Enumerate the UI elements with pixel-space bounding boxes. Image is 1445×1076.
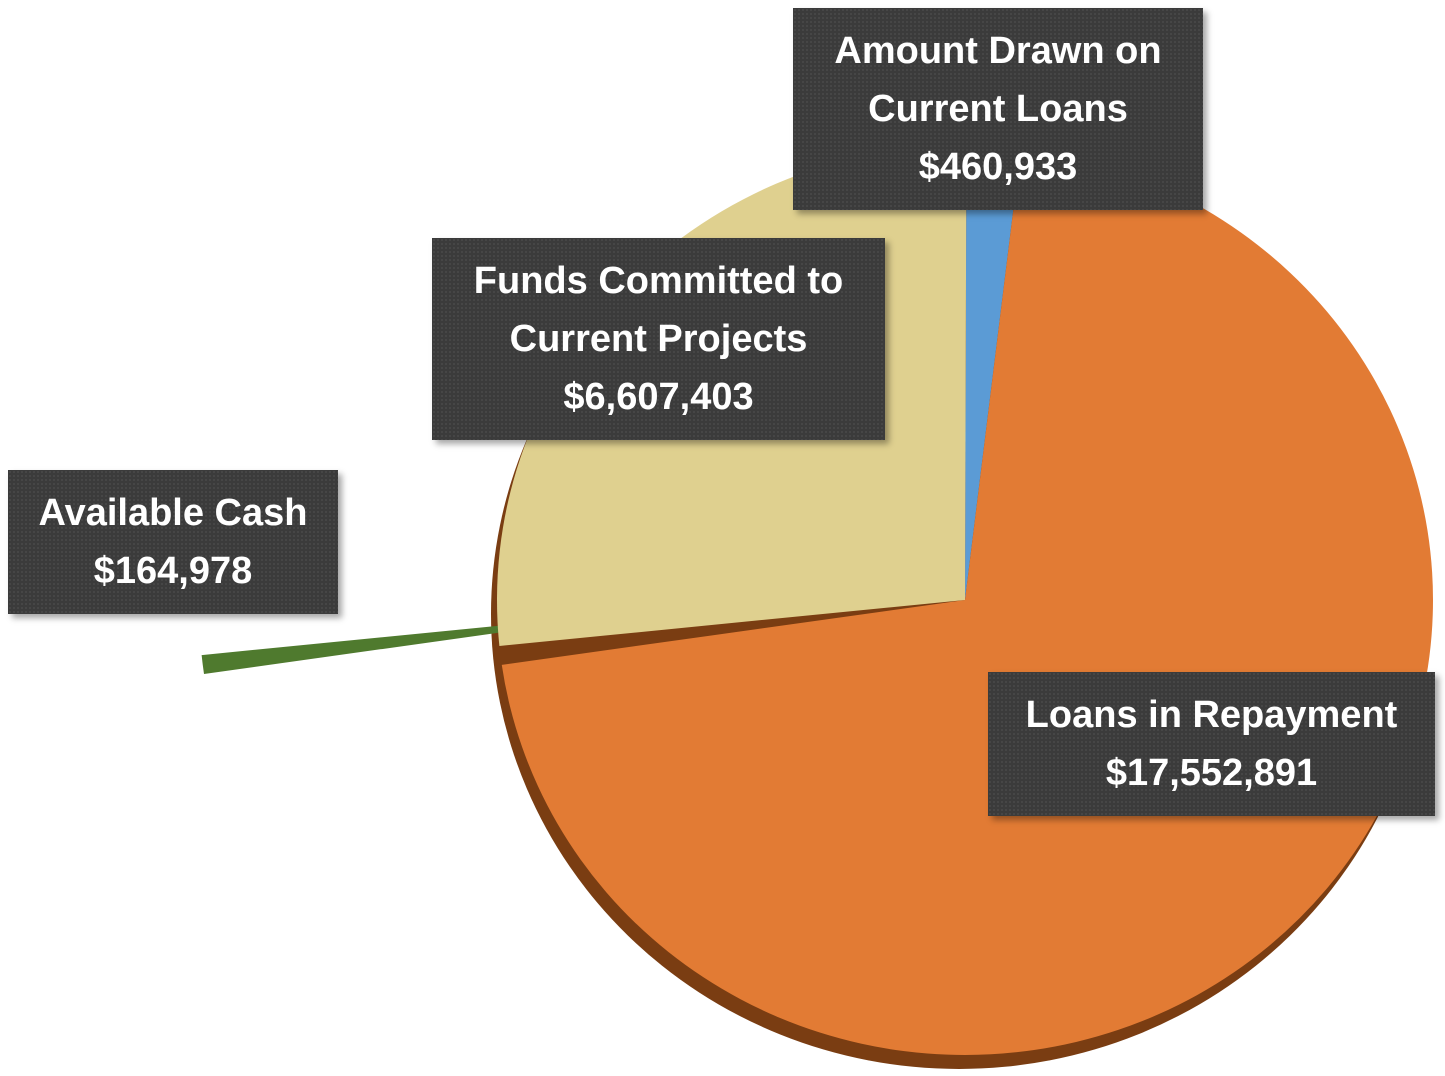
- data-label: Loans in Repayment $17,552,891: [988, 672, 1435, 816]
- label-name: Funds Committed to Current Projects: [473, 260, 844, 360]
- label-name: Available Cash: [38, 492, 308, 534]
- pie-slice: [965, 145, 1021, 600]
- data-label: Amount Drawn on Current Loans $460,933: [793, 8, 1203, 210]
- label-value: $6,607,403: [563, 376, 754, 418]
- label-name: Amount Drawn on Current Loans: [834, 30, 1162, 130]
- label-value: $17,552,891: [1105, 752, 1318, 794]
- label-value: $460,933: [918, 146, 1078, 188]
- pie-slice: [501, 148, 1434, 1055]
- data-label: Available Cash $164,978: [8, 470, 338, 614]
- data-label: Funds Committed to Current Projects $6,60…: [432, 238, 885, 440]
- label-name: Loans in Repayment: [1025, 694, 1398, 736]
- label-value: $164,978: [93, 550, 253, 592]
